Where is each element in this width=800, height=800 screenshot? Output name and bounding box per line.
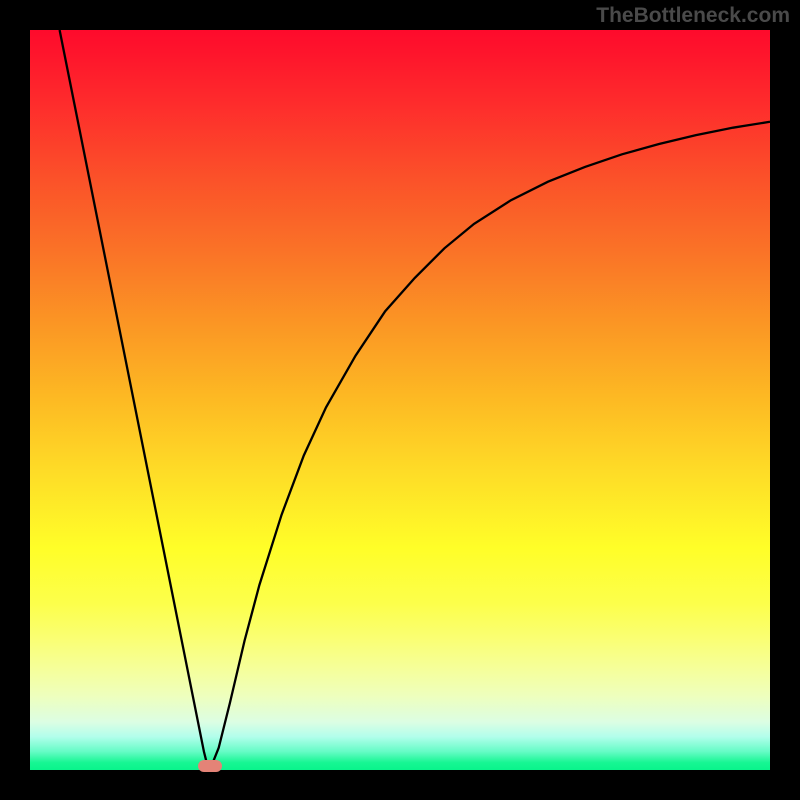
curve-layer bbox=[30, 30, 770, 770]
score-curve bbox=[60, 30, 770, 766]
plot-area bbox=[30, 30, 770, 770]
chart-container: TheBottleneck.com bbox=[0, 0, 800, 800]
minimum-marker bbox=[198, 760, 222, 772]
watermark-text: TheBottleneck.com bbox=[596, 4, 790, 28]
